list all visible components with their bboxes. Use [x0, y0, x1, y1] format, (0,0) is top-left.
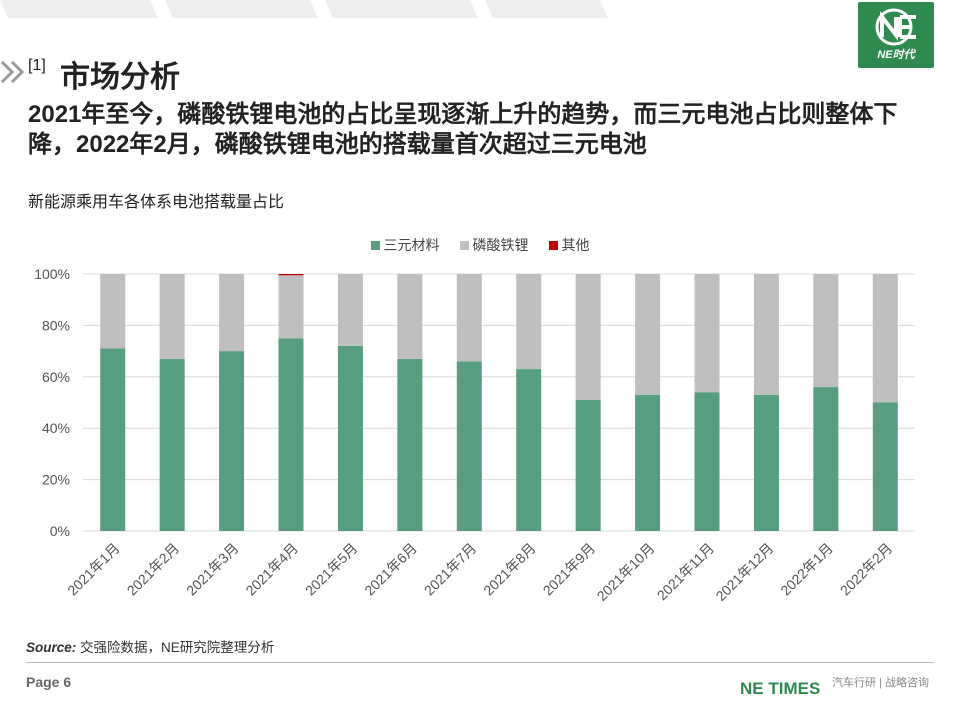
bar-other [278, 274, 304, 276]
chevron-right-icon [0, 60, 25, 84]
ne-logo-icon [875, 8, 916, 46]
top-tab-strip [0, 0, 608, 18]
bar-ternary [159, 358, 185, 531]
chart-legend: 三元材料 磷酸铁锂 其他 [0, 235, 960, 255]
bar-ternary [100, 348, 126, 531]
brand-logo: NE时代 [858, 2, 934, 68]
bar-lfp [397, 274, 423, 359]
source-note: Source: 交强险数据，NE研究院整理分析 [26, 636, 274, 656]
y-tick-label: 0% [50, 523, 70, 539]
y-tick-label: 60% [42, 369, 70, 385]
y-tick-label: 40% [42, 420, 70, 436]
bar-lfp [278, 275, 304, 339]
logo-caption: NE时代 [877, 49, 915, 61]
x-tick-label: 2021年1月 [64, 540, 123, 599]
chart-grid [83, 273, 915, 532]
bar-lfp [219, 274, 245, 352]
x-tick-label: 2022年2月 [837, 540, 896, 599]
section-title: 市场分析 [60, 61, 180, 94]
section-number: [1] [28, 57, 46, 74]
bar-ternary [872, 402, 898, 531]
legend-label-lfp: 磷酸铁锂 [472, 237, 529, 253]
bar-ternary [813, 387, 839, 531]
bar-ternary [456, 361, 482, 531]
bar-ternary [753, 394, 779, 531]
y-tick-label: 100% [34, 266, 70, 282]
legend-label-ternary: 三元材料 [383, 237, 440, 253]
x-tick-label: 2021年6月 [361, 540, 420, 599]
x-tick-label: 2021年12月 [712, 540, 776, 604]
source-text: 交强险数据，NE研究院整理分析 [80, 640, 275, 655]
bar-lfp [872, 274, 898, 403]
bar-ternary [337, 345, 363, 531]
bar-ternary [397, 358, 423, 531]
bar-ternary [575, 399, 601, 531]
bar-ternary [694, 392, 720, 531]
x-tick-label: 2021年9月 [540, 540, 599, 599]
bar-lfp [694, 274, 720, 393]
x-tick-label: 2021年11月 [654, 540, 717, 603]
bar-ternary [278, 338, 304, 531]
x-tick-label: 2021年5月 [302, 540, 361, 599]
footer-divider [26, 662, 934, 663]
x-tick-label: 2021年4月 [242, 540, 301, 599]
bar-lfp [516, 274, 542, 370]
legend-item-ternary: 三元材料 [370, 235, 440, 255]
bar-ternary [219, 351, 245, 531]
headline: 2021年至今，磷酸铁锂电池的占比呈现逐渐上升的趋势，而三元电池占比则整体下降，… [28, 101, 898, 158]
legend-swatch-lfp [459, 240, 469, 250]
y-tick-label: 20% [42, 472, 70, 488]
x-tick-label: 2022年1月 [777, 540, 836, 599]
bar-lfp [456, 274, 482, 362]
footer-brand-subtitle: 汽车行研 | 战略咨询 [832, 677, 929, 689]
legend-item-other: 其他 [548, 235, 590, 255]
x-tick-label: 2021年10月 [594, 540, 658, 604]
bar-lfp [100, 274, 126, 349]
bar-lfp [753, 274, 779, 395]
bar-lfp [159, 274, 185, 359]
bar-ternary [516, 369, 542, 531]
page-number: Page 6 [26, 674, 72, 690]
bar-lfp [575, 274, 601, 400]
x-tick-label: 2021年2月 [124, 540, 183, 599]
bar-lfp [337, 274, 363, 346]
source-label: Source: [26, 640, 77, 655]
legend-label-other: 其他 [561, 237, 590, 253]
bar-lfp [813, 274, 839, 388]
footer-brand: NE TIMES [740, 679, 821, 698]
legend-swatch-other [548, 240, 558, 250]
legend-item-lfp: 磷酸铁锂 [459, 235, 529, 255]
x-axis-ticks: 2021年1月 2021年2月 2021年3月 2021年4月 2021年5月 2021年… [64, 540, 895, 604]
chart-title: 新能源乘用车各体系电池搭载量占比 [28, 194, 285, 211]
x-tick-label: 2021年7月 [421, 540, 480, 599]
x-tick-label: 2021年3月 [183, 540, 242, 599]
y-tick-label: 80% [42, 317, 70, 333]
x-tick-label: 2021年8月 [480, 540, 539, 599]
legend-swatch-ternary [370, 240, 380, 250]
chart-bars [100, 274, 898, 531]
y-axis-ticks: 0% 20% 40% 60% 80% 100% [34, 266, 70, 539]
bar-ternary [635, 394, 661, 531]
bar-lfp [635, 274, 661, 395]
